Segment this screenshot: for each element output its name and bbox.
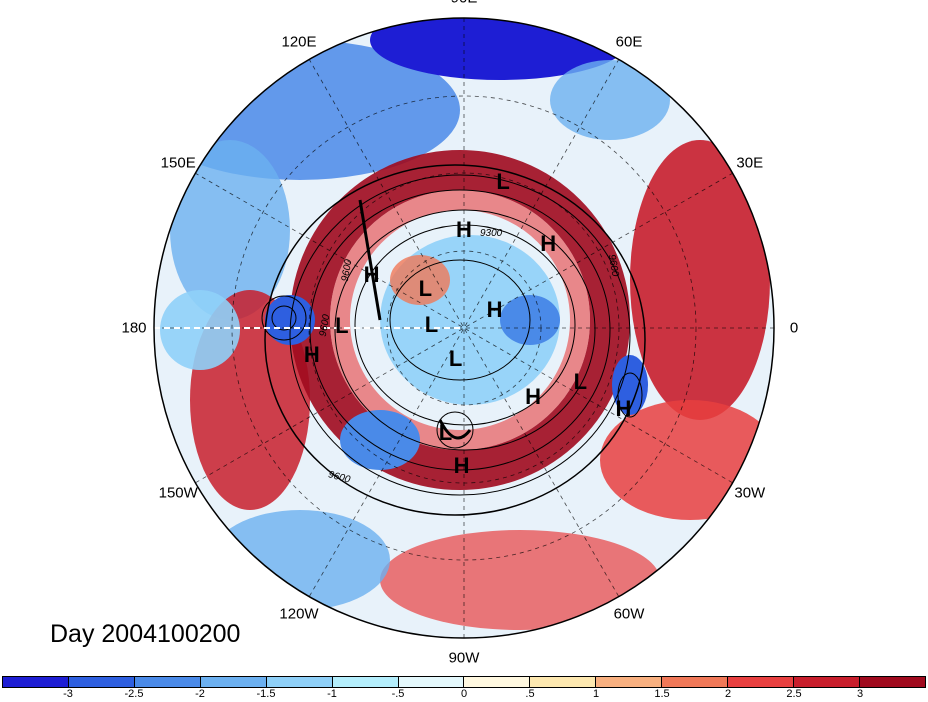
colorbar-box-4 — [266, 677, 333, 687]
high-center-14: H — [453, 452, 470, 478]
longitude-label-8: 150W — [158, 484, 198, 502]
colorbar-tick-0: -3 — [63, 688, 73, 700]
colorbar-tick-3: -1.5 — [256, 688, 276, 700]
low-center-8: L — [448, 346, 463, 372]
longitude-label-10: 150E — [160, 154, 196, 172]
colorbar-tick-8: 1 — [592, 688, 600, 700]
colorbar-box-2 — [134, 677, 201, 687]
longitude-label-7: 120W — [279, 605, 319, 623]
colorbar-box-8 — [530, 677, 597, 687]
contour-label-9300: 9300 — [480, 228, 503, 239]
colorbar-box-3 — [200, 677, 267, 687]
colorbar-ticks: -3 -2.5 -2 -1.5 -1 -.5 0 .5 1 1.5 2 2.5 3 — [0, 688, 928, 702]
colorbar-tick-4: -1 — [327, 688, 337, 700]
anomaly-field — [154, 18, 774, 638]
colorbar-tick-5: -.5 — [391, 688, 405, 700]
colorbar-box-10 — [662, 677, 729, 687]
colorbar-tick-2: -2 — [195, 688, 205, 700]
colorbar-box-7 — [464, 677, 531, 687]
high-center-1: H — [456, 217, 472, 243]
colorbar-box-5 — [332, 677, 399, 687]
high-center-9: H — [303, 341, 320, 367]
longitude-label-6: 90W — [448, 649, 480, 667]
low-center-5: L — [335, 312, 349, 338]
longitude-label-0: 90E — [451, 0, 478, 7]
colorbar-box-9 — [596, 677, 663, 687]
low-center-10: L — [438, 420, 453, 446]
longitude-label-3: 0 — [789, 319, 799, 337]
high-center-13: H — [615, 396, 632, 422]
low-center-4: L — [418, 276, 433, 302]
longitude-label-2: 30E — [736, 154, 764, 172]
longitude-label-1: 60E — [615, 33, 643, 51]
colorbar-box-6 — [398, 677, 465, 687]
high-center-3: H — [363, 261, 380, 287]
colorbar-box-13 — [859, 677, 925, 687]
low-center-0: L — [496, 168, 510, 194]
colorbar-tick-12: 3 — [856, 688, 864, 700]
polar-map — [153, 17, 775, 639]
colorbar-box-1 — [68, 677, 135, 687]
colorbar-box-11 — [728, 677, 795, 687]
low-center-6: L — [424, 312, 439, 338]
colorbar-tick-10: 2 — [724, 688, 732, 700]
colorbar-tick-11: 2.5 — [786, 688, 802, 700]
colorbar-tick-1: -2.5 — [124, 688, 144, 700]
map-boundary — [153, 17, 775, 639]
high-center-2: H — [540, 230, 557, 256]
longitude-label-11: 120E — [281, 33, 317, 51]
longitude-label-4: 30W — [734, 484, 766, 502]
colorbar-tick-6: 0 — [460, 688, 468, 700]
high-center-7: H — [486, 297, 503, 323]
low-center-11: L — [573, 369, 588, 395]
colorbar — [2, 676, 926, 688]
longitude-label-9: 180 — [121, 319, 147, 337]
high-center-12: H — [525, 384, 542, 410]
longitude-label-5: 60W — [613, 605, 645, 623]
map-title: Day 2004100200 — [50, 620, 241, 648]
colorbar-box-0 — [3, 677, 69, 687]
colorbar-tick-9: 1.5 — [654, 688, 670, 700]
colorbar-tick-7: .5 — [525, 688, 535, 700]
colorbar-box-12 — [794, 677, 860, 687]
